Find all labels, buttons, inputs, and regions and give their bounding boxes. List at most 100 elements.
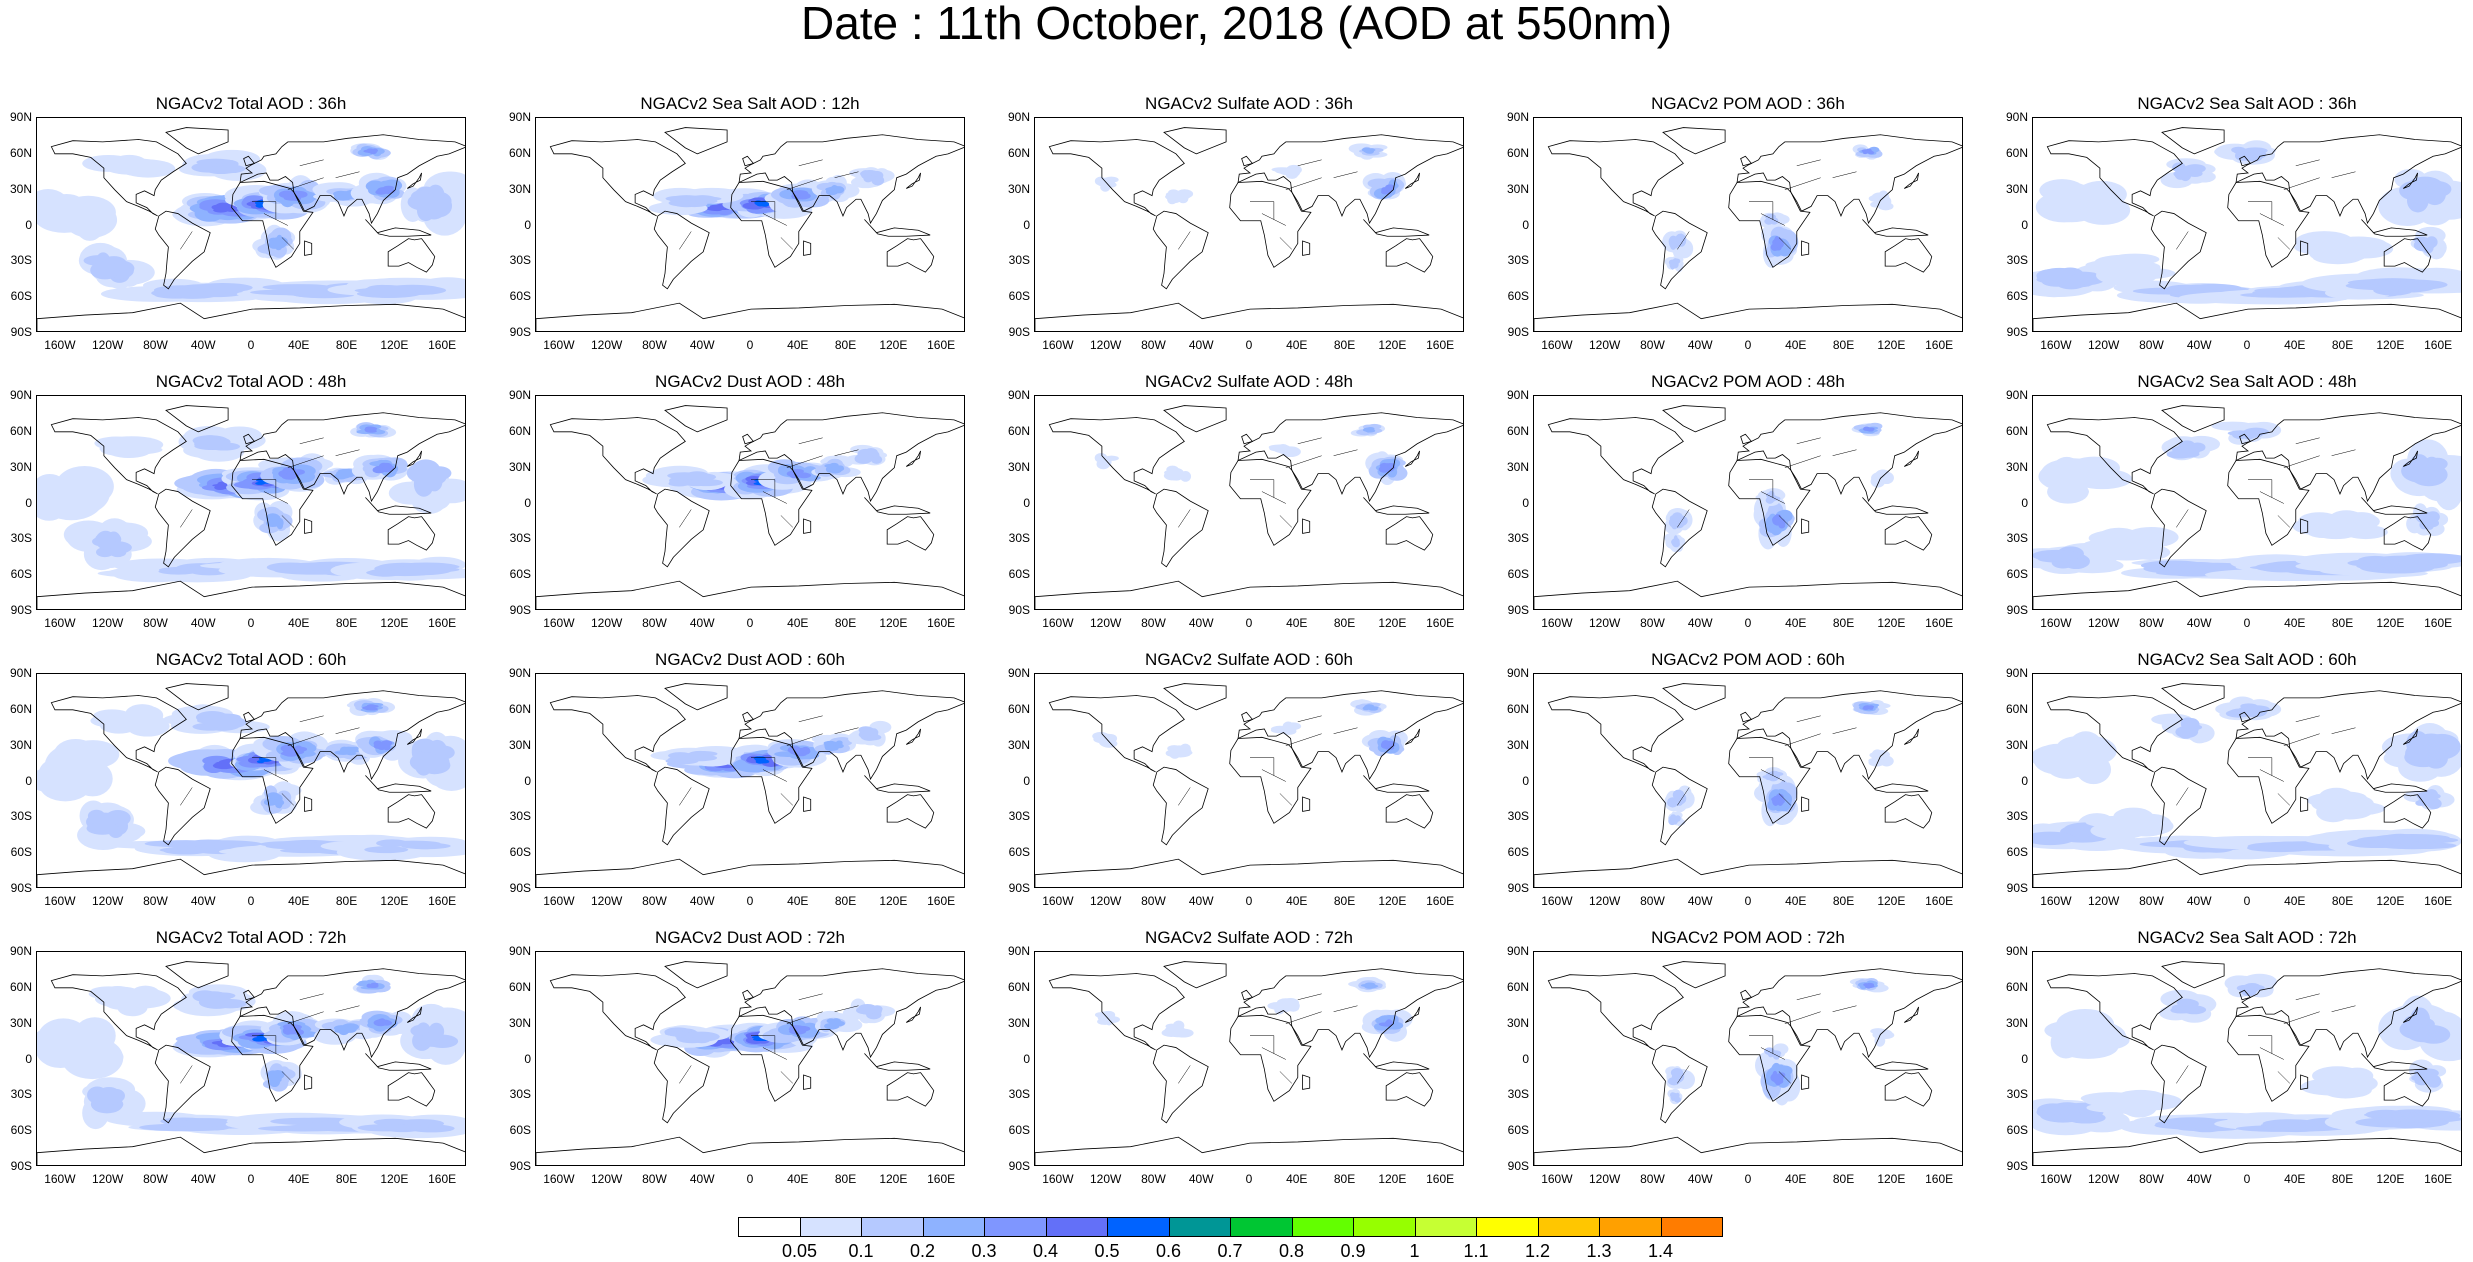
aod-contour-fill <box>871 455 883 464</box>
longitude-tick-label: 40W <box>1687 894 1713 908</box>
longitude-tick-label: 40E <box>1286 894 1308 908</box>
map-plot-area <box>535 395 965 610</box>
longitude-tick-label: 40E <box>2284 616 2306 630</box>
longitude-tick-label: 120E <box>2376 338 2405 352</box>
longitude-tick-label: 0 <box>247 616 255 630</box>
aod-contour-fill <box>256 760 265 764</box>
coastline <box>1862 497 1929 515</box>
coastline <box>2150 210 2207 290</box>
aod-contour-fill <box>706 206 725 212</box>
coastline <box>1801 518 1810 534</box>
latitude-tick-label: 90N <box>1506 388 1529 402</box>
coastline <box>1740 155 1753 167</box>
map-svg <box>1534 405 1962 609</box>
longitude-tick-label: 80W <box>1141 616 1166 630</box>
coastline <box>536 858 964 887</box>
aod-contour-fill <box>1177 194 1189 204</box>
aod-contour-fill <box>754 200 763 206</box>
aod-contour-fill <box>1270 727 1288 734</box>
legend-tick-label: 1.4 <box>1647 1241 1674 1261</box>
country-border <box>1279 237 1292 250</box>
aod-contour-fill <box>684 473 716 481</box>
coastline <box>50 139 187 217</box>
longitude-tick-label: 120W <box>590 894 623 908</box>
latitude-tick-label: 90S <box>10 1159 32 1173</box>
latitude-tick-label: 0 <box>25 1051 32 1066</box>
country-border <box>180 509 193 528</box>
latitude-tick-label: 30N <box>1506 737 1529 752</box>
latitude-tick-label: 60N <box>1007 145 1030 160</box>
latitude-tick-label: 30N <box>9 181 32 196</box>
longitude-tick-label: 80E <box>834 894 857 908</box>
country-border <box>2331 449 2356 456</box>
latitude-tick-label: 60S <box>1008 1123 1030 1138</box>
longitude-tick-label: 80W <box>642 616 667 630</box>
coastline <box>1229 458 1312 546</box>
coastline <box>407 172 423 189</box>
coastline <box>2403 450 2419 467</box>
latitude-tick-label: 90N <box>2005 388 2028 402</box>
country-border <box>786 455 823 468</box>
longitude-tick-label: 40W <box>190 894 216 908</box>
aod-contour-fill <box>1380 741 1387 749</box>
latitude-tick-label: 60N <box>508 701 531 716</box>
coastline <box>1862 219 1929 237</box>
latitude-tick-label: 60S <box>1008 289 1030 304</box>
aod-contour-fill <box>1673 790 1685 804</box>
aod-contour-fill <box>2328 791 2367 804</box>
legend-swatch <box>738 1217 801 1237</box>
longitude-tick-label: 80W <box>2139 338 2164 352</box>
longitude-tick-label: 160E <box>1925 1172 1954 1186</box>
aod-contour-fill <box>1676 234 1687 247</box>
country-border <box>2277 1071 2290 1084</box>
aod-contour-fill <box>826 1018 836 1024</box>
coastline <box>1363 219 1430 237</box>
coastline <box>742 711 755 723</box>
coastline <box>1662 405 1726 433</box>
aod-contour-fill <box>2420 792 2438 806</box>
longitude-tick-label: 120W <box>2087 894 2120 908</box>
longitude-tick-label: 80W <box>1640 338 1665 352</box>
map-svg <box>37 961 465 1165</box>
aod-contour-fill <box>1765 496 1775 504</box>
latitude-tick-label: 0 <box>524 495 531 510</box>
coastline <box>1163 683 1227 711</box>
legend-tick-label: 0.4 <box>1032 1241 1059 1261</box>
aod-contour-fill <box>268 240 280 249</box>
aod-contour-fill <box>364 846 409 854</box>
country-border <box>2295 437 2320 445</box>
country-border <box>2259 213 2284 226</box>
country-border <box>287 455 324 468</box>
aod-contour-fill <box>1364 149 1374 154</box>
longitude-tick-label: 160E <box>2424 616 2453 630</box>
aod-contour-fill <box>2056 736 2099 758</box>
coastline <box>1736 690 1962 781</box>
country-border <box>2295 159 2320 167</box>
aod-contour-fill <box>689 478 723 487</box>
country-border <box>2283 455 2320 468</box>
coastline <box>2235 134 2461 225</box>
longitude-tick-label: 40W <box>1188 338 1214 352</box>
map-plot-area <box>36 395 466 610</box>
aod-contour-fill <box>664 1031 691 1037</box>
coastline <box>1801 796 1810 812</box>
legend-tick-label: 1.2 <box>1524 1241 1551 1261</box>
country-border <box>281 1071 294 1084</box>
aod-contour-fill <box>833 186 845 194</box>
coastline <box>864 497 931 515</box>
map-plot-area <box>2032 951 2462 1166</box>
latitude-tick-label: 90S <box>509 325 531 339</box>
coastline <box>803 1074 812 1090</box>
longitude-tick-label: 80E <box>834 338 857 352</box>
coastline <box>37 1136 465 1165</box>
panel-title: NGACv2 Dust AOD : 60h <box>655 650 845 669</box>
country-border <box>1760 769 1785 782</box>
coastline <box>803 796 812 812</box>
aod-contour-fill <box>685 752 704 760</box>
aod-contour-fill <box>376 839 409 848</box>
coastline <box>1152 210 1209 290</box>
map-svg <box>1035 961 1463 1165</box>
longitude-tick-label: 120W <box>91 338 124 352</box>
aod-contour-fill <box>2369 281 2436 293</box>
aod-contour-fill <box>1364 704 1372 709</box>
